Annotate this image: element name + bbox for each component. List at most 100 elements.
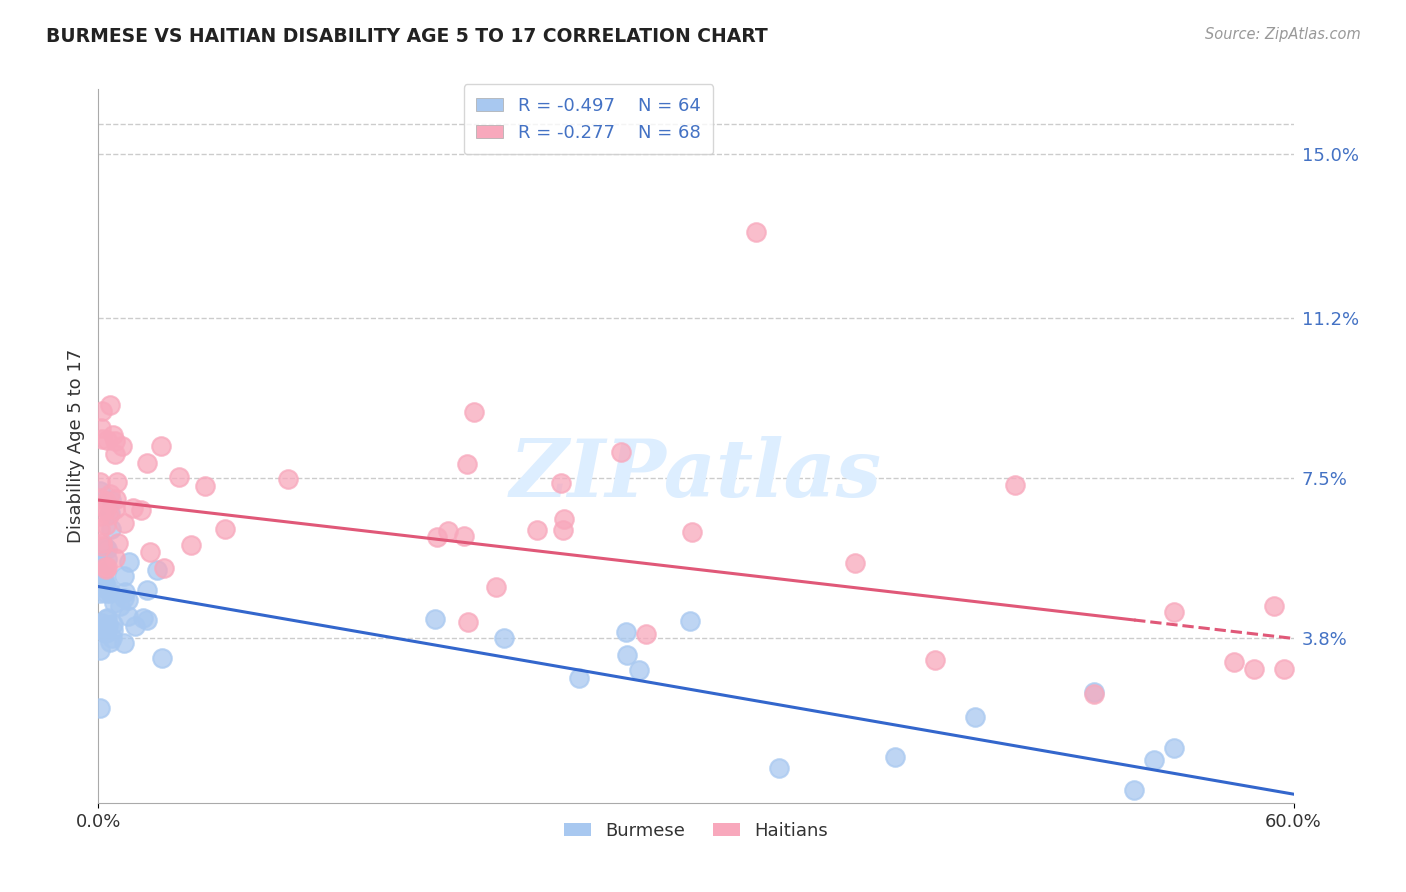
- Point: [628, 664, 651, 678]
- Point: [167, 469, 190, 483]
- Point: [1223, 655, 1246, 669]
- Point: [553, 512, 575, 526]
- Point: [91, 580, 114, 594]
- Point: [844, 556, 866, 570]
- Point: [139, 545, 162, 559]
- Legend: Burmese, Haitians: Burmese, Haitians: [557, 815, 835, 847]
- Point: [194, 479, 217, 493]
- Point: [93, 559, 115, 574]
- Point: [463, 404, 485, 418]
- Point: [114, 636, 136, 650]
- Point: [1143, 753, 1166, 767]
- Point: [97, 617, 120, 632]
- Point: [93, 578, 115, 592]
- Point: [277, 472, 299, 486]
- Point: [91, 623, 114, 637]
- Point: [884, 750, 907, 764]
- Point: [135, 613, 157, 627]
- Point: [89, 701, 111, 715]
- Text: Source: ZipAtlas.com: Source: ZipAtlas.com: [1205, 27, 1361, 42]
- Point: [457, 615, 479, 629]
- Point: [1243, 662, 1265, 676]
- Point: [634, 627, 657, 641]
- Point: [89, 522, 111, 536]
- Text: ZIPatlas: ZIPatlas: [510, 436, 882, 513]
- Point: [89, 491, 111, 505]
- Point: [494, 632, 516, 646]
- Point: [114, 569, 136, 583]
- Point: [135, 456, 157, 470]
- Point: [963, 710, 986, 724]
- Point: [91, 540, 114, 554]
- Point: [94, 560, 117, 574]
- Point: [91, 432, 114, 446]
- Point: [129, 503, 152, 517]
- Point: [1272, 662, 1295, 676]
- Point: [616, 648, 638, 662]
- Point: [89, 642, 111, 657]
- Point: [89, 586, 111, 600]
- Point: [100, 492, 122, 507]
- Point: [1163, 741, 1185, 756]
- Point: [111, 440, 134, 454]
- Point: [89, 509, 111, 524]
- Point: [89, 475, 111, 489]
- Point: [180, 538, 202, 552]
- Point: [103, 596, 125, 610]
- Point: [91, 536, 114, 550]
- Point: [100, 522, 122, 536]
- Point: [96, 434, 118, 448]
- Point: [135, 582, 157, 597]
- Point: [96, 586, 118, 600]
- Point: [94, 541, 117, 555]
- Point: [107, 535, 129, 549]
- Point: [426, 530, 449, 544]
- Point: [153, 561, 176, 575]
- Point: [117, 592, 139, 607]
- Point: [453, 529, 475, 543]
- Point: [94, 574, 117, 588]
- Point: [94, 501, 117, 516]
- Point: [456, 457, 478, 471]
- Point: [98, 635, 121, 649]
- Point: [1083, 687, 1105, 701]
- Point: [96, 559, 118, 574]
- Point: [124, 619, 146, 633]
- Point: [96, 541, 118, 556]
- Point: [98, 506, 121, 520]
- Point: [98, 508, 121, 523]
- Point: [104, 434, 127, 448]
- Point: [568, 671, 591, 685]
- Point: [90, 560, 112, 574]
- Point: [94, 626, 117, 640]
- Point: [98, 397, 121, 411]
- Point: [1123, 782, 1146, 797]
- Point: [114, 585, 136, 599]
- Point: [104, 502, 127, 516]
- Point: [526, 523, 548, 537]
- Point: [1163, 605, 1185, 619]
- Y-axis label: Disability Age 5 to 17: Disability Age 5 to 17: [66, 349, 84, 543]
- Point: [108, 599, 131, 614]
- Point: [94, 612, 117, 626]
- Point: [90, 615, 112, 630]
- Point: [103, 427, 125, 442]
- Point: [122, 500, 145, 515]
- Point: [214, 522, 236, 536]
- Point: [745, 225, 768, 239]
- Point: [98, 487, 121, 501]
- Point: [90, 421, 112, 435]
- Point: [132, 611, 155, 625]
- Point: [112, 591, 135, 605]
- Point: [103, 623, 125, 637]
- Point: [96, 611, 118, 625]
- Point: [96, 562, 118, 576]
- Point: [681, 524, 703, 539]
- Point: [768, 761, 790, 775]
- Point: [104, 447, 127, 461]
- Point: [98, 582, 121, 597]
- Point: [104, 550, 127, 565]
- Point: [91, 404, 114, 418]
- Point: [423, 612, 446, 626]
- Point: [100, 585, 122, 599]
